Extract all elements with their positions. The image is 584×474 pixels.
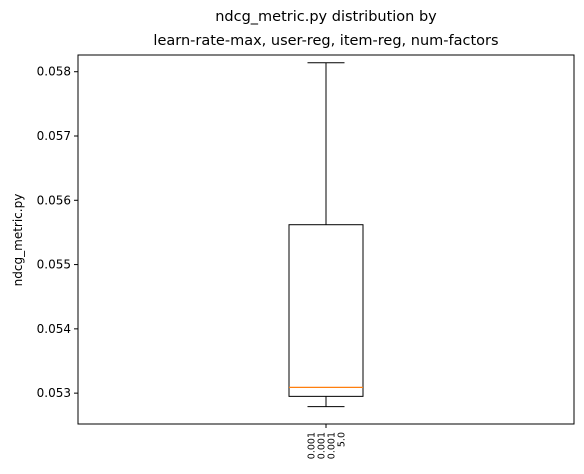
- x-tick-label: 0.001: [307, 432, 318, 459]
- x-axis: 0.001 0.001 0.001 5.0: [307, 424, 348, 459]
- box-plot: [288, 62, 364, 408]
- y-axis-label: ndcg_metric.py: [11, 194, 25, 287]
- chart-title-line-2: learn-rate-max, user-reg, item-reg, num-…: [153, 33, 498, 49]
- y-axis: 0.053 0.054 0.055 0.056 0.057 0.058: [37, 65, 78, 400]
- x-tick-label: 0.001: [317, 432, 328, 459]
- box-group: [288, 62, 364, 408]
- y-tick-label: 0.058: [37, 65, 71, 79]
- y-tick-label: 0.057: [37, 129, 71, 143]
- y-tick-label: 0.053: [37, 386, 71, 400]
- y-tick-label: 0.056: [37, 193, 71, 207]
- chart-title-line-1: ndcg_metric.py distribution by: [215, 9, 437, 25]
- box-iqr: [288, 224, 364, 397]
- x-tick-label: 0.001: [327, 432, 338, 459]
- y-tick-label: 0.054: [37, 322, 71, 336]
- y-tick-label: 0.055: [37, 258, 71, 272]
- x-tick-label: 5.0: [337, 432, 348, 447]
